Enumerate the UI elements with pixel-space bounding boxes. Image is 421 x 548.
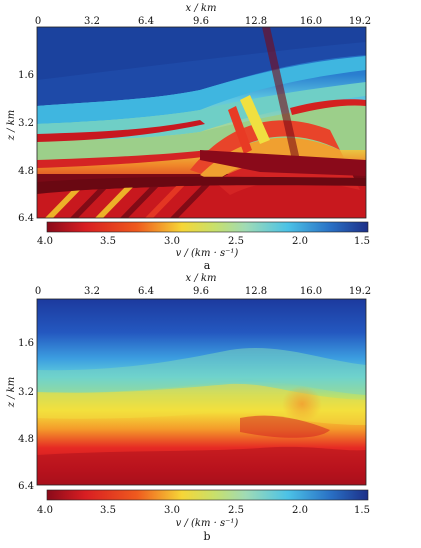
panel-b-frame <box>36 298 367 486</box>
panel-b: x / km 0 3.2 6.4 9.6 12.8 16.0 19.2 z / … <box>6 273 371 543</box>
panel-a-x-title: x / km <box>186 3 217 14</box>
panel-a-colorbar-tick: 2.5 <box>228 236 244 247</box>
panel-a-colorbar-title: v / (km · s⁻¹) <box>176 248 239 259</box>
panel-a-x-tick: 19.2 <box>349 16 371 27</box>
panel-b-x-ticks: 0 3.2 6.4 9.6 12.8 16.0 19.2 <box>35 286 371 297</box>
panel-a-x-tick: 16.0 <box>300 16 322 27</box>
panel-b-x-tick: 0 <box>35 286 41 297</box>
panel-b-z-ticks: 1.6 3.2 4.8 6.4 <box>18 338 34 492</box>
panel-b-colorbar-tick: 4.0 <box>37 505 53 516</box>
panel-a-colorbar <box>46 221 369 233</box>
panel-b-label: b <box>203 530 210 543</box>
panel-a-z-tick: 6.4 <box>18 213 34 224</box>
panel-b-z-tick: 3.2 <box>18 387 34 398</box>
panel-b-z-title: z / km <box>6 377 17 409</box>
panel-b-x-tick: 19.2 <box>349 286 371 297</box>
panel-a-frame <box>36 26 367 219</box>
panel-a-colorbar-tick: 4.0 <box>37 236 53 247</box>
panel-b-velocity-image <box>37 299 366 485</box>
panel-a-z-title: z / km <box>6 110 17 142</box>
panel-a-x-ticks: 0 3.2 6.4 9.6 12.8 16.0 19.2 <box>35 16 371 27</box>
panel-b-colorbar-ticks: 4.0 3.5 3.0 2.5 2.0 1.5 <box>37 505 370 516</box>
panel-a: x / km 0 3.2 6.4 9.6 12.8 16.0 19.2 z / … <box>6 3 371 272</box>
panel-a-colorbar-tick: 3.0 <box>164 236 180 247</box>
panel-b-colorbar-tick: 2.0 <box>292 505 308 516</box>
panel-b-z-tick: 1.6 <box>18 338 34 349</box>
panel-b-x-tick: 6.4 <box>138 286 154 297</box>
panel-a-z-ticks: 1.6 3.2 4.8 6.4 <box>18 70 34 224</box>
panel-b-colorbar-title: v / (km · s⁻¹) <box>176 518 239 529</box>
panel-b-colorbar-tick: 3.5 <box>100 505 116 516</box>
panel-b-colorbar-tick: 3.0 <box>164 505 180 516</box>
panel-a-z-tick: 3.2 <box>18 118 34 129</box>
panel-a-x-tick: 0 <box>35 16 41 27</box>
panel-b-x-tick: 16.0 <box>300 286 322 297</box>
panel-a-x-tick: 9.6 <box>193 16 209 27</box>
panel-b-x-title: x / km <box>186 273 217 284</box>
panel-b-z-tick: 4.8 <box>18 434 34 445</box>
panel-a-z-tick: 4.8 <box>18 166 34 177</box>
panel-b-colorbar-tick: 2.5 <box>228 505 244 516</box>
panel-b-colorbar <box>46 489 369 501</box>
panel-a-colorbar-tick: 2.0 <box>292 236 308 247</box>
panel-a-z-tick: 1.6 <box>18 70 34 81</box>
panel-a-velocity-image <box>37 27 366 218</box>
panel-b-x-tick: 9.6 <box>193 286 209 297</box>
panel-b-x-tick: 12.8 <box>245 286 267 297</box>
panel-a-x-tick: 3.2 <box>84 16 100 27</box>
panel-a-colorbar-ticks: 4.0 3.5 3.0 2.5 2.0 1.5 <box>37 236 370 247</box>
panel-b-z-tick: 6.4 <box>18 481 34 492</box>
panel-b-colorbar-tick: 1.5 <box>354 505 370 516</box>
panel-a-label: a <box>204 259 211 272</box>
panel-a-colorbar-tick: 1.5 <box>354 236 370 247</box>
panel-b-x-tick: 3.2 <box>84 286 100 297</box>
panel-a-x-tick: 12.8 <box>245 16 267 27</box>
panel-a-colorbar-tick: 3.5 <box>100 236 116 247</box>
panel-a-x-tick: 6.4 <box>138 16 154 27</box>
